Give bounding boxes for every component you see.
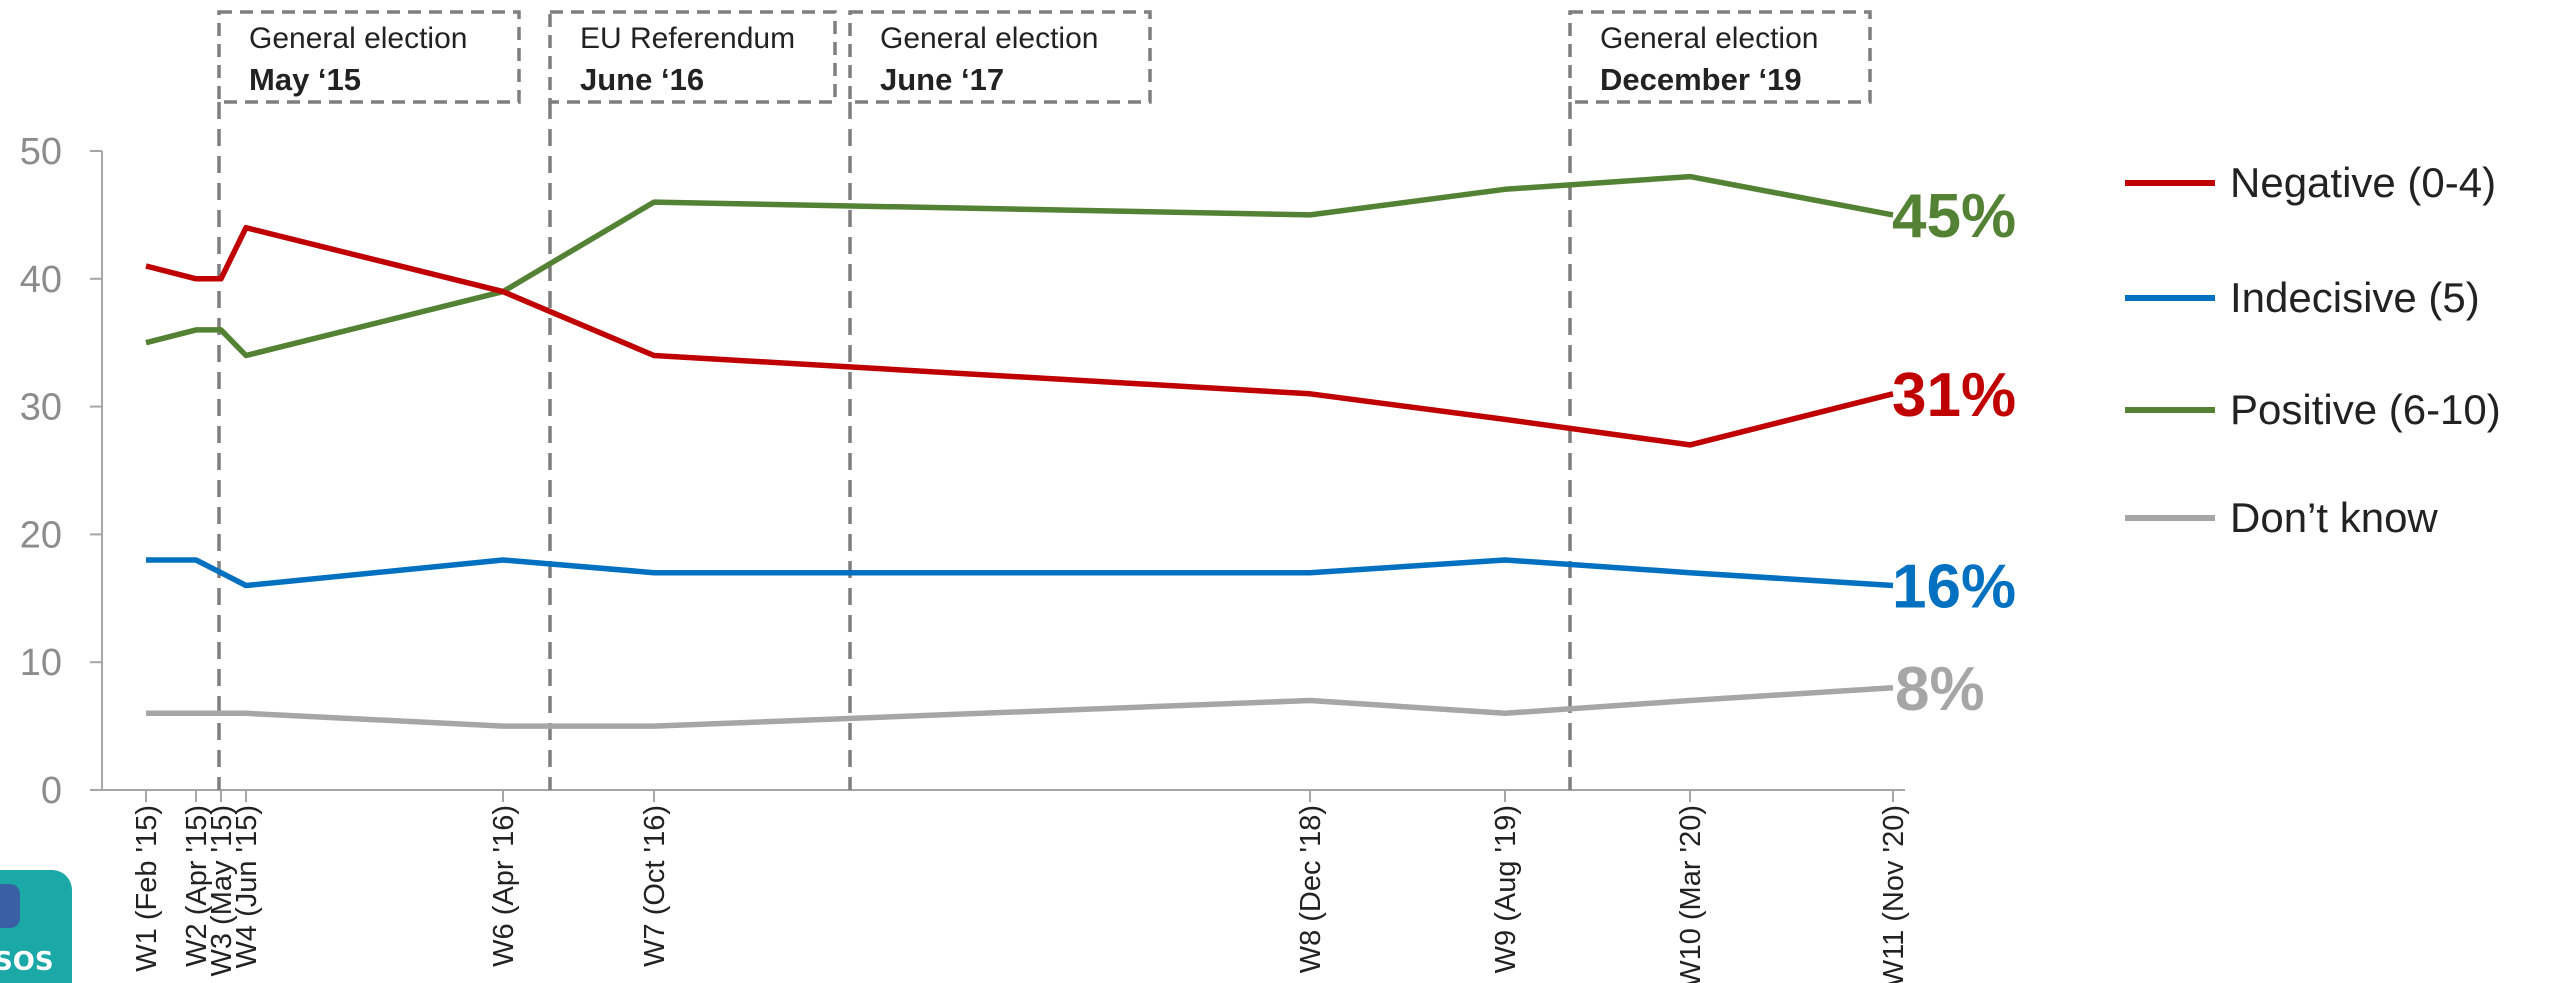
end-value-label: 16% bbox=[1892, 553, 2016, 622]
event-title: General election bbox=[1600, 22, 1818, 55]
x-tick-label: W8 (Dec '18) bbox=[1295, 805, 1327, 973]
series-line bbox=[146, 685, 1894, 729]
end-value-label: 31% bbox=[1892, 361, 2016, 430]
event-title: EU Referendum bbox=[580, 22, 795, 55]
y-tick-label: 50 bbox=[20, 131, 62, 173]
x-tick-label: W2 (Apr '15) bbox=[181, 805, 213, 967]
event-box bbox=[1568, 10, 1872, 104]
y-tick-label: 20 bbox=[20, 514, 62, 556]
series-line bbox=[146, 557, 1894, 589]
legend-label: Negative (0-4) bbox=[2230, 159, 2496, 206]
event-box bbox=[217, 10, 521, 104]
x-axis-ticks: W1 (Feb '15) W2 (Apr '15)W3 (May '15)W4 (… bbox=[131, 790, 1910, 983]
event-date: May ‘15 bbox=[249, 62, 361, 97]
event-title: General election bbox=[249, 22, 467, 55]
series-lines bbox=[145, 173, 1894, 729]
logo-figure-icon bbox=[0, 884, 20, 928]
ipsos-logo: SOS bbox=[0, 870, 72, 983]
y-tick-label: 0 bbox=[41, 770, 62, 812]
event-date: June ‘17 bbox=[880, 62, 1004, 97]
event-date: June ‘16 bbox=[580, 62, 704, 97]
x-tick-label: W3 (May '15) bbox=[206, 805, 238, 977]
x-tick-label: W7 (Oct '16) bbox=[639, 805, 671, 967]
event-markers: General election May ‘15 EU Referendum June… bbox=[217, 10, 1872, 790]
event-box bbox=[548, 10, 837, 104]
legend-label: Positive (6-10) bbox=[2230, 386, 2501, 433]
y-tick-label: 40 bbox=[20, 259, 62, 301]
event-title: General election bbox=[880, 22, 1098, 55]
logo-text: SOS bbox=[0, 947, 54, 977]
event-date: December ‘19 bbox=[1600, 62, 1802, 97]
y-tick-label: 30 bbox=[20, 387, 62, 429]
end-labels: 31% 16% 45% 8% bbox=[1892, 182, 2016, 724]
y-axis-ticks: 0 10 20 30 40 50 bbox=[20, 131, 102, 812]
event-box bbox=[848, 10, 1152, 104]
x-tick-label: W4 (Jun '15) bbox=[231, 805, 263, 968]
legend-label: Don’t know bbox=[2230, 494, 2438, 541]
end-value-label: 45% bbox=[1892, 182, 2016, 251]
x-tick-label: W1 (Feb '15) bbox=[131, 805, 163, 972]
x-tick-label: W9 (Aug '19) bbox=[1490, 805, 1522, 973]
y-tick-label: 10 bbox=[20, 642, 62, 684]
x-tick-label: W6 (Apr '16) bbox=[488, 805, 520, 967]
legend: Negative (0-4) Indecisive (5) Positive (6-… bbox=[2125, 159, 2501, 541]
end-value-label: 8% bbox=[1895, 655, 1985, 724]
x-tick-label: W11 (Nov '20) bbox=[1878, 805, 1910, 983]
legend-label: Indecisive (5) bbox=[2230, 274, 2480, 321]
x-tick-label: W10 (Mar '20) bbox=[1675, 805, 1707, 983]
series-line bbox=[145, 173, 1894, 359]
series-line bbox=[145, 224, 1894, 448]
